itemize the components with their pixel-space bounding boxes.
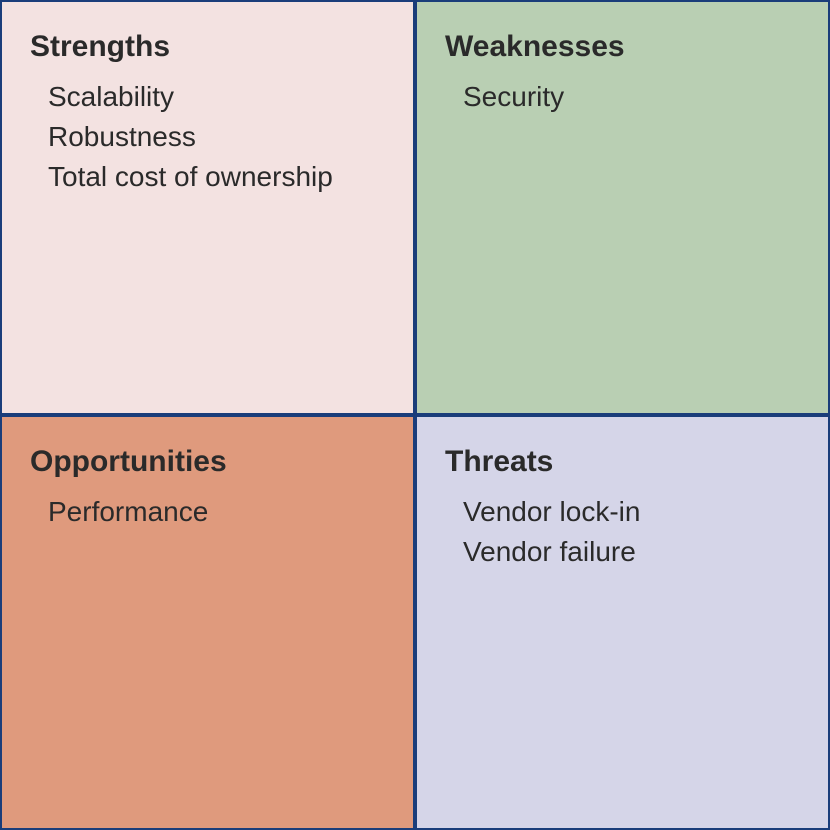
list-item: Vendor failure: [463, 533, 804, 571]
quadrant-weaknesses: Weaknesses Security: [415, 0, 830, 415]
quadrant-items-opportunities: Performance: [30, 493, 389, 531]
list-item: Total cost of ownership: [48, 158, 389, 196]
list-item: Security: [463, 78, 804, 116]
quadrant-title-weaknesses: Weaknesses: [445, 30, 804, 64]
quadrant-title-threats: Threats: [445, 445, 804, 479]
quadrant-items-weaknesses: Security: [445, 78, 804, 116]
swot-grid: Strengths Scalability Robustness Total c…: [0, 0, 830, 830]
list-item: Scalability: [48, 78, 389, 116]
quadrant-items-strengths: Scalability Robustness Total cost of own…: [30, 78, 389, 195]
quadrant-items-threats: Vendor lock-in Vendor failure: [445, 493, 804, 571]
list-item: Robustness: [48, 118, 389, 156]
quadrant-strengths: Strengths Scalability Robustness Total c…: [0, 0, 415, 415]
quadrant-opportunities: Opportunities Performance: [0, 415, 415, 830]
quadrant-title-opportunities: Opportunities: [30, 445, 389, 479]
quadrant-title-strengths: Strengths: [30, 30, 389, 64]
quadrant-threats: Threats Vendor lock-in Vendor failure: [415, 415, 830, 830]
list-item: Vendor lock-in: [463, 493, 804, 531]
list-item: Performance: [48, 493, 389, 531]
